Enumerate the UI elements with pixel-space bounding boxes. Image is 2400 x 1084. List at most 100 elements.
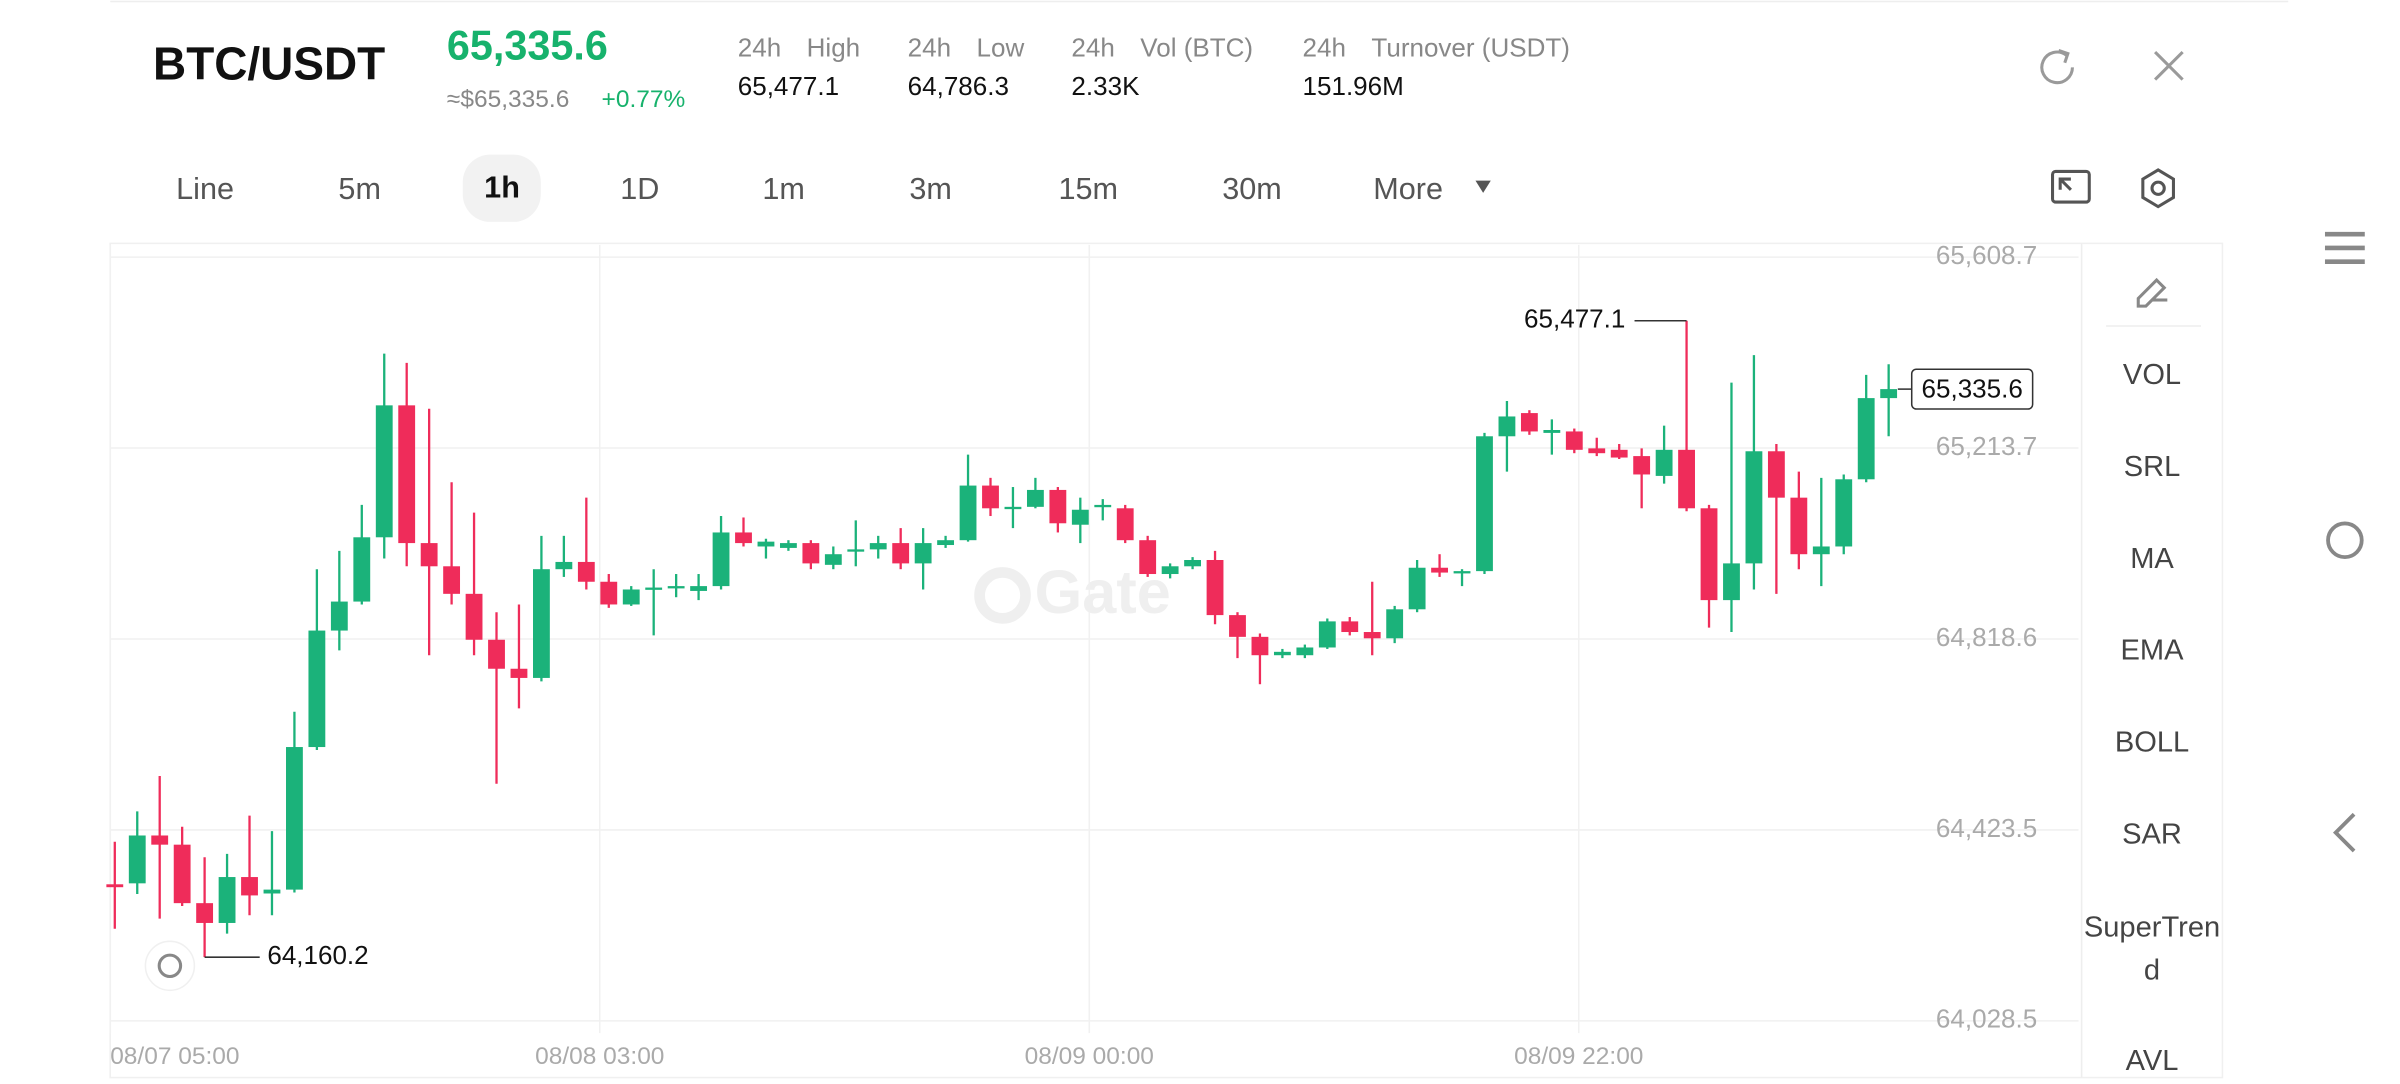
timeframe-tab[interactable]: 5m <box>338 172 381 207</box>
indicator[interactable]: SuperTrend <box>2083 912 2221 988</box>
x-tick-label: 08/07 05:00 <box>110 1043 239 1070</box>
stat-value: 65,477.1 <box>737 71 840 102</box>
candle-body <box>1341 621 1359 633</box>
x-tick-label: 08/09 22:00 <box>1514 1043 1643 1070</box>
candle-body <box>959 485 977 541</box>
stat-period: 24h <box>1071 33 1115 63</box>
candle-body <box>1790 497 1808 555</box>
candle-body <box>420 543 438 567</box>
candle-body <box>1206 560 1224 616</box>
fullscreen-icon[interactable] <box>2051 169 2091 204</box>
candle-body <box>1835 479 1853 547</box>
candle-body <box>690 586 708 591</box>
candle-body <box>353 537 371 602</box>
watermark-logo <box>974 567 1031 624</box>
x-tick-label: 08/08 03:00 <box>535 1043 664 1070</box>
low-marker-label: 64,160.2 <box>267 940 368 970</box>
candle-body <box>1431 567 1448 573</box>
candle-body <box>1476 436 1493 572</box>
candle-body <box>1610 449 1628 458</box>
candle-body <box>1857 398 1875 480</box>
approx-price: ≈$65,335.6 <box>446 87 570 114</box>
timeframe-tab[interactable]: 15m <box>1058 172 1119 207</box>
candle-body <box>667 586 685 589</box>
candle-body <box>106 884 124 888</box>
candle-body <box>1543 429 1561 433</box>
candle-body <box>1094 504 1112 508</box>
candle-body <box>488 639 505 669</box>
candle-body <box>1678 449 1695 509</box>
indicator[interactable]: EMA <box>2120 635 2184 668</box>
indicator[interactable]: SAR <box>2122 818 2182 852</box>
refresh-icon[interactable] <box>2040 49 2074 85</box>
candle-body <box>577 561 595 582</box>
candle-body <box>1273 651 1291 656</box>
stat-value: 64,786.3 <box>907 71 1009 102</box>
candle-body <box>1318 621 1336 648</box>
y-tick-label: 64,028.5 <box>1936 1004 2037 1034</box>
draw-tool-icon[interactable] <box>2136 277 2168 308</box>
candle-body <box>286 747 303 890</box>
last-price-box <box>1910 368 2034 410</box>
candle-body <box>1812 546 1830 555</box>
candle-body <box>465 593 483 640</box>
candle-body <box>735 532 752 544</box>
candle-body <box>555 561 573 570</box>
price: 65,335.6 <box>446 22 608 69</box>
stat-period: 24h <box>1302 33 1346 63</box>
timeframe-tab[interactable]: Line <box>176 172 235 207</box>
change: +0.77% <box>601 87 686 114</box>
indicator[interactable]: BOLL <box>2114 727 2190 760</box>
settings-icon[interactable] <box>2141 168 2175 209</box>
indicator[interactable]: MA <box>2130 543 2174 576</box>
candle-body <box>1588 448 1606 454</box>
indicator[interactable]: SRL <box>2123 451 2181 484</box>
candle-body <box>196 903 214 923</box>
candle-body <box>1565 431 1583 450</box>
timeframe-tab[interactable]: 1D <box>620 172 660 207</box>
home-icon[interactable] <box>2326 521 2364 560</box>
candle-body <box>937 540 955 546</box>
indicator[interactable]: VOL <box>2122 359 2182 392</box>
menu-icon[interactable] <box>2324 231 2365 265</box>
candle-body <box>622 589 640 605</box>
indicator[interactable]: AVL <box>2125 1045 2179 1078</box>
candle-body <box>1880 389 1898 399</box>
candle-body <box>218 877 236 923</box>
timeframe-tab[interactable]: More <box>1373 172 1444 207</box>
y-tick-label: 64,818.6 <box>1936 622 2037 652</box>
candle-body <box>1116 508 1134 541</box>
timeframe-tab[interactable]: 1h <box>462 154 542 222</box>
close-icon[interactable] <box>2154 50 2184 81</box>
back-icon[interactable] <box>2332 812 2356 853</box>
candle-body <box>892 543 910 564</box>
candle-body <box>712 532 730 587</box>
candle-body <box>128 835 146 884</box>
timeframe-tab[interactable]: 1m <box>762 172 805 207</box>
candle-body <box>1723 563 1740 601</box>
candle-body <box>1453 571 1471 574</box>
candle-body <box>802 543 820 564</box>
candle-body <box>824 554 842 565</box>
candle-body <box>914 543 932 564</box>
reset-icon[interactable] <box>144 940 196 992</box>
candle-body <box>645 587 663 590</box>
stat-name: High <box>806 33 861 63</box>
candle-body <box>1139 540 1157 575</box>
candle-body <box>308 630 326 748</box>
y-tick-label: 64,423.5 <box>1936 813 2037 843</box>
candle-body <box>779 543 797 548</box>
candle-body <box>757 541 775 547</box>
candle-body <box>1026 489 1044 507</box>
candle-body <box>1700 508 1718 601</box>
candle-body <box>982 485 999 509</box>
x-tick-label: 08/09 00:00 <box>1025 1043 1154 1070</box>
candle-body <box>330 601 348 631</box>
timeframe-tab[interactable]: 30m <box>1222 172 1282 207</box>
candle-body <box>600 581 618 605</box>
y-tick-label: 65,608.7 <box>1936 240 2037 270</box>
candle-body <box>1004 506 1022 510</box>
stat-period: 24h <box>737 33 782 63</box>
timeframe-tab[interactable]: 3m <box>909 172 952 207</box>
